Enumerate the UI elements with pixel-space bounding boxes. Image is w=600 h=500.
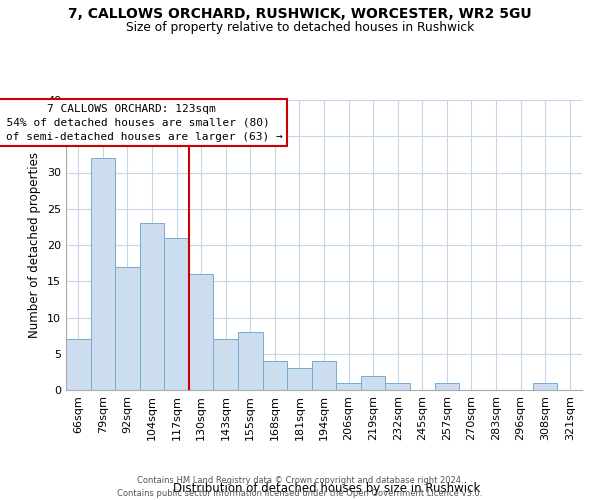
Bar (189, 274, 214, 390)
Bar (238, 332, 263, 390)
Bar (361, 376, 385, 390)
Bar (91, 158, 115, 390)
Bar (287, 368, 312, 390)
Bar (140, 223, 164, 390)
Text: Size of property relative to detached houses in Rushwick: Size of property relative to detached ho… (126, 22, 474, 35)
Text: 7, CALLOWS ORCHARD, RUSHWICK, WORCESTER, WR2 5GU: 7, CALLOWS ORCHARD, RUSHWICK, WORCESTER,… (68, 8, 532, 22)
Y-axis label: Number of detached properties: Number of detached properties (28, 152, 41, 338)
Bar (214, 339, 238, 390)
Bar (115, 267, 140, 390)
Bar (385, 383, 410, 390)
Text: Distribution of detached houses by size in Rushwick: Distribution of detached houses by size … (173, 482, 481, 495)
Text: Contains HM Land Registry data © Crown copyright and database right 2024.
Contai: Contains HM Land Registry data © Crown c… (118, 476, 482, 498)
Bar (263, 361, 287, 390)
Bar (164, 238, 189, 390)
Bar (434, 383, 459, 390)
Bar (533, 383, 557, 390)
Bar (312, 361, 336, 390)
Bar (336, 383, 361, 390)
Text: 7 CALLOWS ORCHARD: 123sqm
← 54% of detached houses are smaller (80)
43% of semi-: 7 CALLOWS ORCHARD: 123sqm ← 54% of detac… (0, 104, 283, 142)
Bar (66, 339, 91, 390)
